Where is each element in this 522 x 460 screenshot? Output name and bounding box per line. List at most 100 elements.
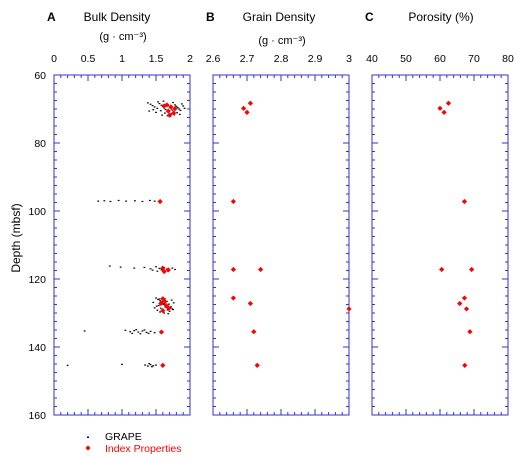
- grape-point: [155, 297, 157, 299]
- legend-index-marker: [85, 445, 91, 451]
- grape-point: [137, 331, 140, 333]
- grape-point: [149, 268, 152, 270]
- index-properties-point: [254, 362, 260, 368]
- grape-point: [109, 200, 112, 203]
- grape-point: [172, 309, 174, 311]
- y-tick-label: 140: [28, 342, 46, 354]
- index-properties-point: [258, 266, 264, 273]
- grape-point: [152, 365, 155, 367]
- y-tick-label: 160: [28, 410, 46, 422]
- index-properties-point: [457, 300, 463, 307]
- grape-point: [147, 332, 150, 334]
- index-properties-point: [230, 198, 236, 205]
- grape-point: [151, 269, 154, 271]
- grape-point: [157, 304, 160, 307]
- index-properties-point: [463, 306, 470, 312]
- grape-point: [180, 103, 183, 105]
- index-properties-point: [160, 308, 166, 314]
- grape-point: [172, 302, 175, 304]
- grape-point: [152, 109, 155, 111]
- grape-point: [171, 308, 174, 310]
- panel-a-title: Bulk Density: [84, 10, 151, 24]
- index-properties-point: [160, 296, 166, 302]
- grape-point: [129, 331, 132, 333]
- grape-point: [176, 112, 178, 114]
- index-properties-point: [244, 109, 250, 115]
- grape-point: [146, 102, 149, 104]
- index-properties-point: [346, 306, 352, 312]
- index-properties-point: [461, 198, 468, 205]
- marks-layer: [66, 100, 475, 368]
- grape-point: [168, 310, 171, 312]
- index-properties-point: [462, 362, 468, 368]
- grape-point: [133, 267, 136, 269]
- index-properties-point: [158, 329, 165, 335]
- grape-point: [183, 107, 186, 109]
- grape-point: [182, 105, 185, 107]
- grape-point: [149, 330, 152, 332]
- grape-point: [141, 330, 144, 332]
- grape-point: [124, 329, 127, 331]
- grape-point: [144, 364, 147, 366]
- index-properties-point: [160, 362, 166, 368]
- panel-c-letter: C: [365, 10, 374, 24]
- grape-point: [117, 199, 120, 202]
- grape-point: [160, 104, 163, 106]
- grape-point: [172, 101, 174, 104]
- grape-point: [158, 267, 161, 270]
- index-properties-point: [441, 109, 447, 115]
- panel-a-letter: A: [47, 10, 56, 24]
- index-properties-point: [247, 300, 253, 307]
- grape-point: [148, 199, 151, 202]
- panel-b-frame: [212, 74, 350, 416]
- grape-point: [166, 309, 169, 311]
- grape-point: [160, 269, 163, 271]
- grape-point: [119, 266, 122, 268]
- panel-a-x-tick-label: 1.5: [149, 53, 164, 65]
- legend-grape-label: GRAPE: [105, 431, 142, 443]
- grape-point: [134, 200, 136, 202]
- index-properties-point: [469, 266, 475, 273]
- grape-point: [155, 364, 157, 366]
- grape-point: [161, 114, 164, 116]
- panel-c-x-tick-label: 70: [468, 53, 480, 65]
- index-properties-point: [164, 102, 170, 108]
- grape-point: [131, 332, 134, 334]
- grape-point: [162, 100, 165, 102]
- index-properties-point: [161, 268, 167, 275]
- index-properties-point: [439, 266, 445, 273]
- panel-a-marks: [66, 100, 186, 368]
- grape-point: [152, 301, 155, 304]
- panel-c-x-tick-label: 60: [434, 53, 446, 65]
- panel-b-x-tick-label: 2.7: [240, 53, 255, 65]
- index-properties-point: [168, 104, 174, 110]
- index-properties-point: [158, 300, 164, 307]
- grape-point: [156, 270, 159, 272]
- grape-point: [155, 266, 157, 268]
- panel-a-unit: (g · cm⁻³): [99, 31, 146, 43]
- grape-point: [164, 108, 167, 110]
- grape-point: [168, 303, 170, 305]
- grape-point: [155, 111, 157, 113]
- grape-point: [153, 106, 156, 108]
- panel-b-x-tick-label: 2.9: [308, 53, 323, 65]
- panel-b-x-tick-label: 2.8: [274, 53, 289, 65]
- grape-point: [170, 299, 173, 301]
- grape-point: [163, 302, 166, 305]
- panel-a-x-tick-label: 0: [51, 53, 57, 65]
- grape-point: [155, 305, 158, 307]
- index-properties-point: [241, 105, 247, 111]
- grape-point: [133, 330, 136, 332]
- panel-b-title: Grain Density: [243, 10, 316, 24]
- grape-point: [153, 332, 156, 334]
- grape-point: [121, 363, 123, 365]
- grape-point: [149, 103, 152, 105]
- panel-b-unit: (g · cm⁻³): [258, 35, 305, 47]
- grape-point: [157, 298, 159, 300]
- grape-point: [171, 109, 174, 111]
- index-properties-point: [230, 295, 236, 301]
- grape-point: [158, 102, 161, 105]
- grape-point: [159, 300, 161, 302]
- grape-point: [148, 363, 151, 365]
